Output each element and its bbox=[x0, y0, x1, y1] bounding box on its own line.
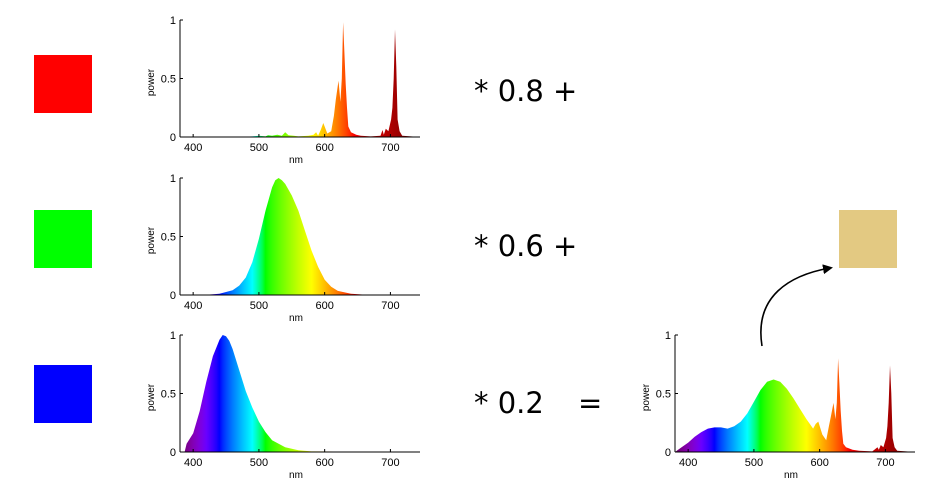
y-tick-label: 0.5 bbox=[656, 389, 671, 401]
x-tick-label: 700 bbox=[381, 142, 399, 154]
red-swatch bbox=[34, 55, 92, 113]
equals-sign: = bbox=[578, 386, 603, 420]
x-tick-label: 600 bbox=[315, 142, 333, 154]
blue-spectrum-plot: 0 0.5 1 400 500 600 700 nm power bbox=[146, 330, 420, 481]
y-tick-label: 0.5 bbox=[161, 232, 176, 244]
combined-spectrum-plot: 0 0.5 1 400 500 600 700 nm power bbox=[641, 330, 915, 481]
green-swatch bbox=[34, 210, 92, 268]
x-axis-label: nm bbox=[289, 313, 303, 324]
x-tick-label: 500 bbox=[250, 457, 268, 469]
x-axis-label: nm bbox=[289, 470, 303, 481]
x-tick-label: 700 bbox=[381, 300, 399, 312]
x-tick-label: 500 bbox=[250, 142, 268, 154]
x-tick-label: 700 bbox=[876, 457, 894, 469]
y-tick-label: 0.5 bbox=[161, 389, 176, 401]
green-factor-label: * 0.6 + bbox=[474, 229, 578, 263]
x-tick-label: 400 bbox=[679, 457, 697, 469]
x-tick-label: 500 bbox=[745, 457, 763, 469]
x-tick-label: 500 bbox=[250, 300, 268, 312]
y-tick-label: 1 bbox=[170, 330, 176, 342]
x-tick-label: 400 bbox=[184, 142, 202, 154]
spectrum-area bbox=[180, 178, 420, 295]
y-tick-label: 0 bbox=[665, 447, 671, 459]
x-axis-label: nm bbox=[784, 470, 798, 481]
x-tick-label: 600 bbox=[810, 457, 828, 469]
x-tick-label: 400 bbox=[184, 457, 202, 469]
y-axis-label: power bbox=[641, 383, 652, 411]
spectrum-area bbox=[184, 335, 420, 452]
spectrum-area bbox=[180, 22, 420, 137]
y-tick-label: 1 bbox=[665, 330, 671, 342]
result-swatch bbox=[839, 210, 897, 268]
y-axis-label: power bbox=[146, 383, 157, 411]
blue-swatch bbox=[34, 365, 92, 423]
y-axis-label: power bbox=[146, 68, 157, 96]
x-tick-label: 700 bbox=[381, 457, 399, 469]
y-axis-label: power bbox=[146, 226, 157, 254]
x-tick-label: 400 bbox=[184, 300, 202, 312]
red-factor-label: * 0.8 + bbox=[474, 74, 578, 108]
y-tick-label: 0 bbox=[170, 132, 176, 144]
y-tick-label: 1 bbox=[170, 15, 176, 27]
y-tick-label: 1 bbox=[170, 173, 176, 185]
spectrum-area bbox=[675, 358, 915, 452]
y-tick-label: 0.5 bbox=[161, 74, 176, 86]
y-tick-label: 0 bbox=[170, 290, 176, 302]
y-tick-label: 0 bbox=[170, 447, 176, 459]
red-spectrum-plot: 0 0.5 1 400 500 600 700 nm power bbox=[146, 15, 420, 166]
blue-factor-label: * 0.2 bbox=[474, 386, 544, 420]
x-tick-label: 600 bbox=[315, 300, 333, 312]
arrow-curve bbox=[760, 264, 833, 347]
green-spectrum-plot: 0 0.5 1 400 500 600 700 nm power bbox=[146, 173, 420, 324]
x-axis-label: nm bbox=[289, 155, 303, 166]
x-tick-label: 600 bbox=[315, 457, 333, 469]
